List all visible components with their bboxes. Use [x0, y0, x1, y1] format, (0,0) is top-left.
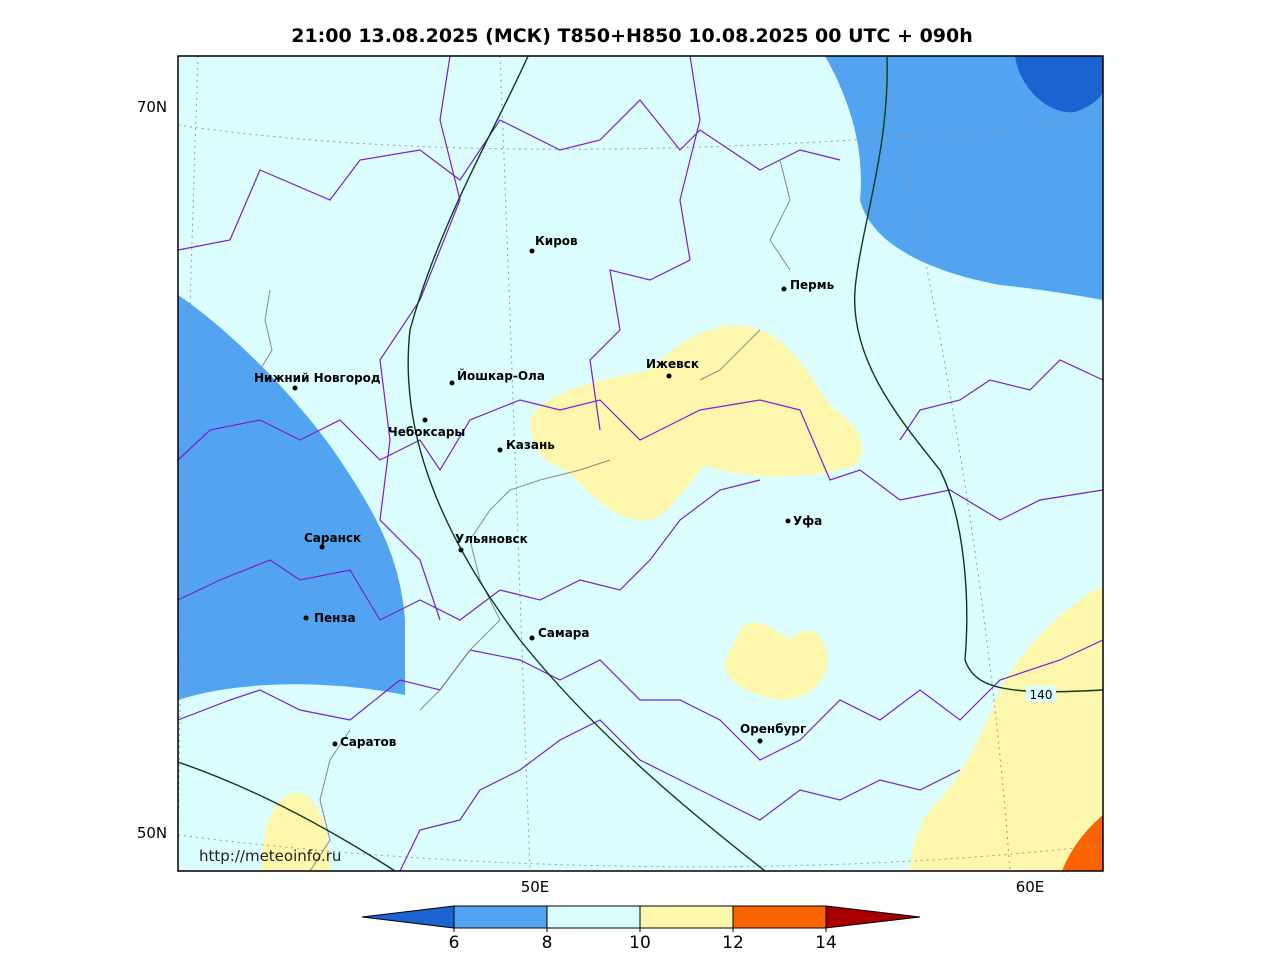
field-orange [1062, 815, 1103, 871]
city-label: Пенза [314, 611, 356, 625]
city-dot [422, 417, 428, 423]
source-url: http://meteoinfo.ru [199, 847, 341, 865]
city-label: Казань [506, 438, 555, 452]
city-dot [529, 248, 535, 254]
city-dot [332, 741, 338, 747]
city-label: Ижевск [646, 357, 699, 371]
rivers [259, 159, 791, 871]
city-dot [785, 518, 791, 524]
city-label: Нижний Новгород [254, 371, 381, 385]
map-field [178, 56, 1103, 871]
city-dot [497, 447, 503, 453]
field-yellow [262, 792, 330, 871]
colorbar-segment [732, 905, 827, 929]
city-label: Саранск [304, 531, 361, 545]
contour-label: 140 [1030, 688, 1053, 702]
city-dot [449, 380, 455, 386]
field-yellow [530, 325, 863, 521]
city-dot [529, 635, 535, 641]
colorbar-segment [546, 905, 641, 929]
city-label: Оренбург [740, 722, 806, 736]
colorbar-tick-label: 12 [722, 933, 744, 953]
city-dot [303, 615, 309, 621]
city-label: Саратов [340, 735, 397, 749]
field-blue [825, 56, 1103, 300]
city-label: Киров [535, 234, 578, 248]
map-frame [177, 55, 1104, 872]
city-label: Самара [538, 626, 590, 640]
city-dot [757, 738, 763, 744]
city-dot [319, 544, 325, 550]
city-label: Уфа [793, 514, 822, 528]
colorbar-segment [639, 905, 734, 929]
lon-label: 50E [521, 878, 550, 896]
contours [178, 56, 1103, 871]
lat-label: 70N [137, 98, 167, 116]
lat-label: 50N [137, 824, 167, 842]
city-dot [458, 547, 464, 553]
title: 21:00 13.08.2025 (МСК) T850+H850 10.08.2… [291, 25, 973, 47]
city-label: Чебоксары [388, 425, 465, 439]
colorbar-extend [361, 905, 455, 929]
colorbar-segment [453, 905, 548, 929]
city-label: Пермь [790, 278, 835, 292]
contour-label-bg [1026, 686, 1056, 702]
city-label: Ульяновск [455, 532, 528, 546]
borders [178, 56, 1103, 871]
colorbar-tick-label: 6 [449, 933, 460, 953]
field-blue [178, 295, 405, 700]
colorbar-extend [825, 905, 921, 929]
city-dot [292, 385, 298, 391]
colorbar-tick-label: 8 [542, 933, 553, 953]
field-yellow [724, 622, 828, 700]
field-yellow [910, 585, 1103, 871]
colorbar-tick-label: 14 [815, 933, 837, 953]
cities: Киров Пермь Нижний Новгород Йошкар-Ола Ижевс… [254, 234, 835, 749]
city-dot [666, 373, 672, 379]
field-dark-blue [1015, 56, 1103, 113]
city-dot [781, 286, 787, 292]
colorbar: 6 8 10 12 14 [361, 905, 921, 953]
city-label: Йошкар-Ола [457, 368, 545, 383]
colorbar-tick-label: 10 [629, 933, 651, 953]
lon-label: 60E [1016, 878, 1045, 896]
